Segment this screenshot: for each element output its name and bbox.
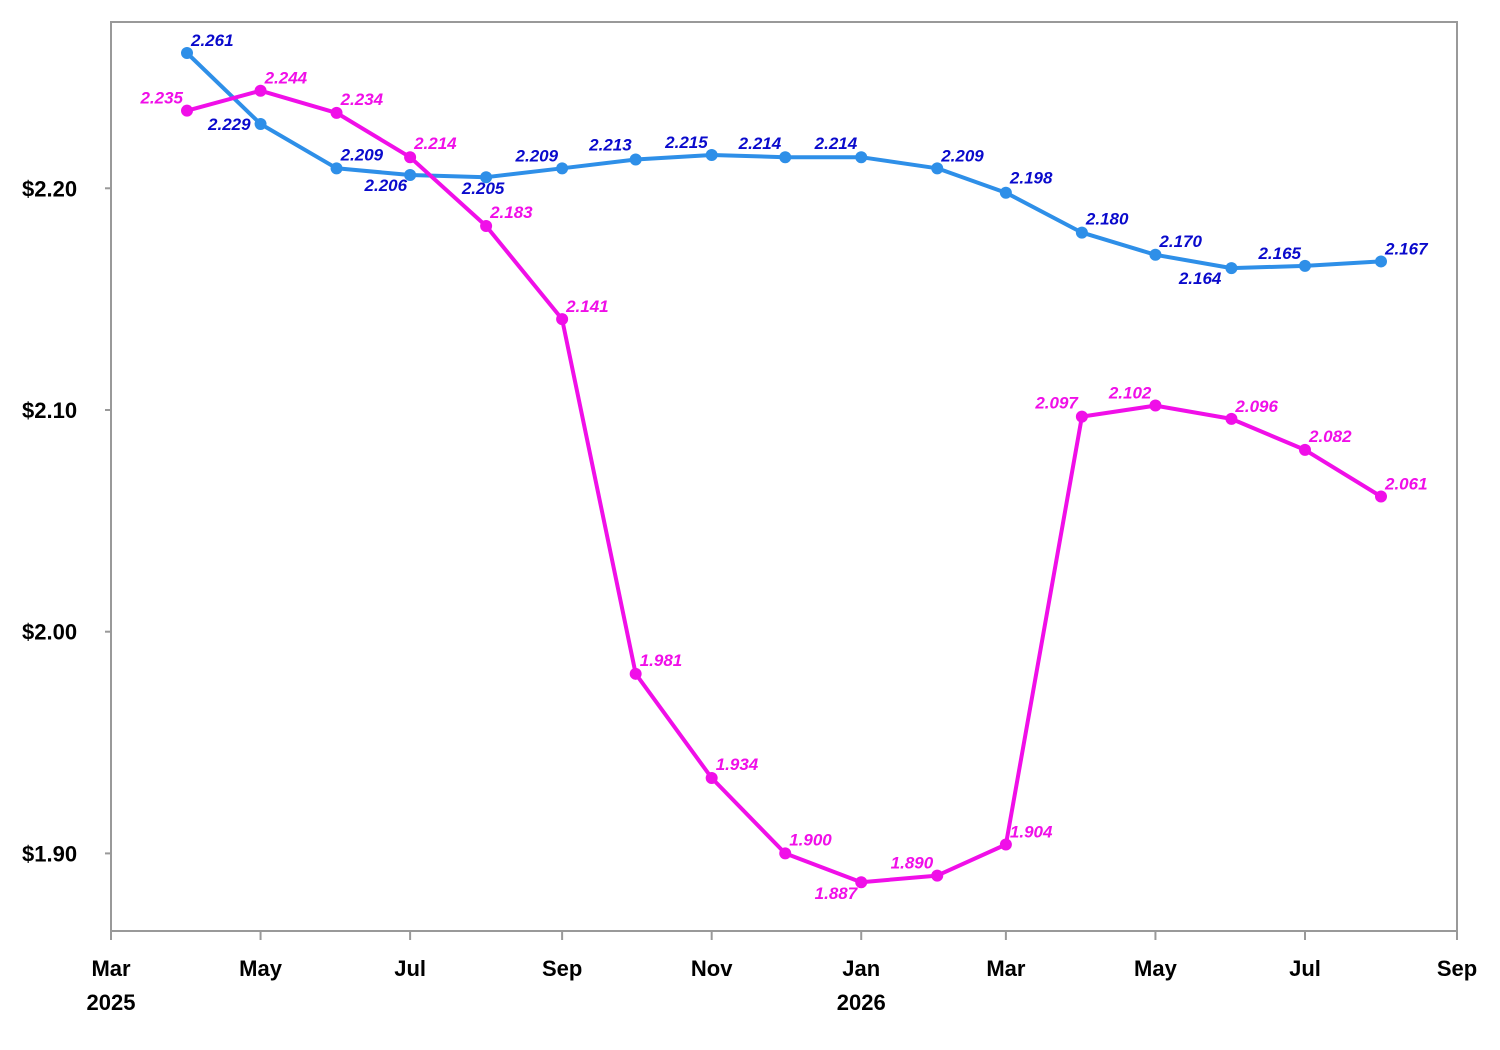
series-1-data-label: 2.205 <box>461 179 505 198</box>
data-label-layer: 2.261 2.229 2.209 2.206 2.205 2.209 2.213 2.215… <box>139 31 1429 903</box>
series-2-data-label: 2.096 <box>1234 397 1278 416</box>
series-2-data-label: 2.082 <box>1308 427 1352 446</box>
series-1-data-label: 2.229 <box>207 115 251 134</box>
series-2-point <box>779 847 792 860</box>
series-2-data-label: 2.141 <box>565 297 609 316</box>
series-1-data-label: 2.167 <box>1384 239 1429 258</box>
series-1-point <box>629 153 642 166</box>
series-2-data-label: 2.061 <box>1384 475 1428 494</box>
series-1-point <box>1225 262 1238 275</box>
series-2-point <box>1225 412 1238 425</box>
series-2-point <box>1149 399 1162 412</box>
series-2-point <box>404 151 417 164</box>
x-axis: Mar 2025 May Jul Sep Nov Jan 2026 Mar May Jul Sep <box>87 931 1477 1015</box>
series-2-data-label: 1.981 <box>640 651 683 670</box>
x-tick-label: Jul <box>1289 956 1321 981</box>
series-1-data-label: 2.164 <box>1178 269 1222 288</box>
series-1-data-label: 2.198 <box>1009 169 1053 188</box>
series-1-data-label: 2.214 <box>738 134 782 153</box>
series-2-data-label: 1.934 <box>716 755 759 774</box>
series-1-point <box>254 117 267 130</box>
series-2-data-label: 2.183 <box>489 203 533 222</box>
series-1-point <box>999 186 1012 199</box>
series-2-data-label: 2.102 <box>1108 384 1152 403</box>
x-tick-label: May <box>1134 956 1178 981</box>
series-2-data-label: 2.235 <box>139 89 183 108</box>
series-1-point <box>1298 259 1311 272</box>
series-1-data-label: 2.213 <box>588 136 632 155</box>
series-2-point <box>330 106 343 119</box>
series-2-point <box>855 876 868 889</box>
series-2-point <box>1298 443 1311 456</box>
x-tick-year-label: 2025 <box>87 990 136 1015</box>
y-tick-label: $2.00 <box>22 620 77 645</box>
series-2-point <box>480 219 493 232</box>
x-tick-label: Mar <box>91 956 131 981</box>
series-1-data-label: 2.180 <box>1085 210 1129 229</box>
series-1-data-label: 2.214 <box>814 134 858 153</box>
series-1-point <box>330 162 343 175</box>
series-2-point <box>705 772 718 785</box>
x-tick-label: Mar <box>986 956 1026 981</box>
series-2-data-label: 2.234 <box>340 90 384 109</box>
series-1-data-label: 2.209 <box>940 146 984 165</box>
y-tick-label: $2.10 <box>22 398 77 423</box>
series-2-data-label: 2.214 <box>413 134 457 153</box>
series-1-data-label: 2.209 <box>340 145 384 164</box>
series-1-point <box>480 171 493 184</box>
series-1-point <box>404 168 417 181</box>
series-2-data-label: 2.244 <box>264 69 308 88</box>
series-2-data-label: 1.904 <box>1010 823 1053 842</box>
series-2-point <box>1374 490 1387 503</box>
x-tick-label: May <box>239 956 283 981</box>
series-1-point <box>1374 255 1387 268</box>
series-2-data-label: 1.900 <box>789 830 832 849</box>
series-2-point <box>931 869 944 882</box>
series-1-point <box>705 149 718 162</box>
x-tick-year-label: 2026 <box>837 990 886 1015</box>
series-1-data-label: 2.215 <box>664 133 708 152</box>
series-1-data-label: 2.165 <box>1257 244 1301 263</box>
series-1-data-label: 2.209 <box>515 146 559 165</box>
series-1-point <box>556 162 569 175</box>
series-1-data-label: 2.170 <box>1158 232 1202 251</box>
series-1-data-label: 2.206 <box>364 176 408 195</box>
series-2-point <box>181 104 194 117</box>
series-1-point <box>931 162 944 175</box>
x-tick-label: Nov <box>691 956 733 981</box>
series-layer <box>181 47 1387 889</box>
x-tick-label: Jul <box>394 956 426 981</box>
series-2-point <box>1075 410 1088 423</box>
series-2-data-label: 2.097 <box>1034 394 1079 413</box>
series-1-point <box>779 151 792 164</box>
y-tick-label: $2.20 <box>22 176 77 201</box>
series-2-data-label: 1.887 <box>815 884 859 903</box>
series-1-point <box>181 47 194 60</box>
series-1-point <box>855 151 868 164</box>
x-tick-label: Sep <box>1437 956 1477 981</box>
series-1-point <box>1149 248 1162 261</box>
y-tick-label: $1.90 <box>22 841 77 866</box>
y-axis: $1.90 $2.00 $2.10 $2.20 <box>22 176 111 866</box>
x-tick-label: Sep <box>542 956 582 981</box>
x-tick-label: Jan <box>842 956 880 981</box>
series-1-point <box>1075 226 1088 239</box>
series-2-point <box>254 84 267 97</box>
series-2-point <box>556 313 569 326</box>
series-2-point <box>629 667 642 680</box>
series-1-data-label: 2.261 <box>190 31 234 50</box>
series-2-data-label: 1.890 <box>891 854 934 873</box>
series-2-point <box>999 838 1012 851</box>
